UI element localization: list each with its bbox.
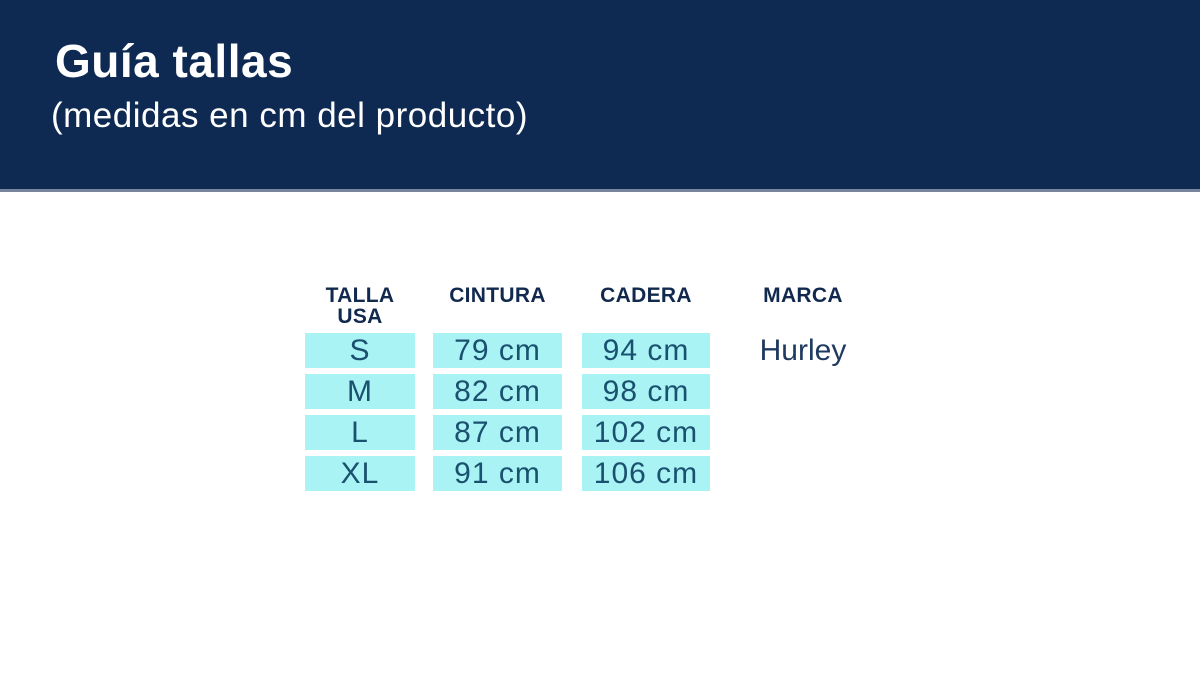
column-cadera: CADERA 94 cm 98 cm 102 cm 106 cm bbox=[582, 281, 710, 497]
cintura-cell-s: 79 cm bbox=[433, 333, 562, 368]
column-header-marca: MARCA bbox=[763, 284, 843, 307]
column-talla-usa: TALLA USA S M L XL bbox=[305, 281, 415, 497]
column-header-talla-line1: TALLA bbox=[325, 284, 395, 307]
size-cell-xl: XL bbox=[305, 456, 415, 491]
column-header-cintura: CINTURA bbox=[449, 284, 546, 307]
cadera-cell-m: 98 cm bbox=[582, 374, 710, 409]
cadera-cell-s: 94 cm bbox=[582, 333, 710, 368]
size-cell-m: M bbox=[305, 374, 415, 409]
column-header-talla-line2: USA bbox=[337, 305, 383, 328]
cintura-cell-m: 82 cm bbox=[433, 374, 562, 409]
header-text-block: Guía tallas (medidas en cm del producto) bbox=[0, 0, 1200, 135]
column-cintura: CINTURA 79 cm 82 cm 87 cm 91 cm bbox=[433, 281, 562, 497]
brand-name: Hurley bbox=[759, 333, 847, 367]
column-header-talla-usa: TALLA USA bbox=[305, 281, 415, 333]
page-subtitle: (medidas en cm del producto) bbox=[51, 95, 528, 135]
cadera-cell-xl: 106 cm bbox=[582, 456, 710, 491]
size-cell-s: S bbox=[305, 333, 415, 368]
cadera-cell-l: 102 cm bbox=[582, 415, 710, 450]
page-title: Guía tallas bbox=[55, 35, 294, 87]
size-table: TALLA USA S M L XL CINTURA 79 cm 82 cm 8… bbox=[305, 281, 848, 497]
size-cell-l: L bbox=[305, 415, 415, 450]
column-marca: MARCA Hurley bbox=[758, 281, 848, 368]
cintura-cell-xl: 91 cm bbox=[433, 456, 562, 491]
cintura-cell-l: 87 cm bbox=[433, 415, 562, 450]
column-header-cadera: CADERA bbox=[600, 284, 692, 307]
header-banner: Guía tallas (medidas en cm del producto) bbox=[0, 0, 1200, 192]
